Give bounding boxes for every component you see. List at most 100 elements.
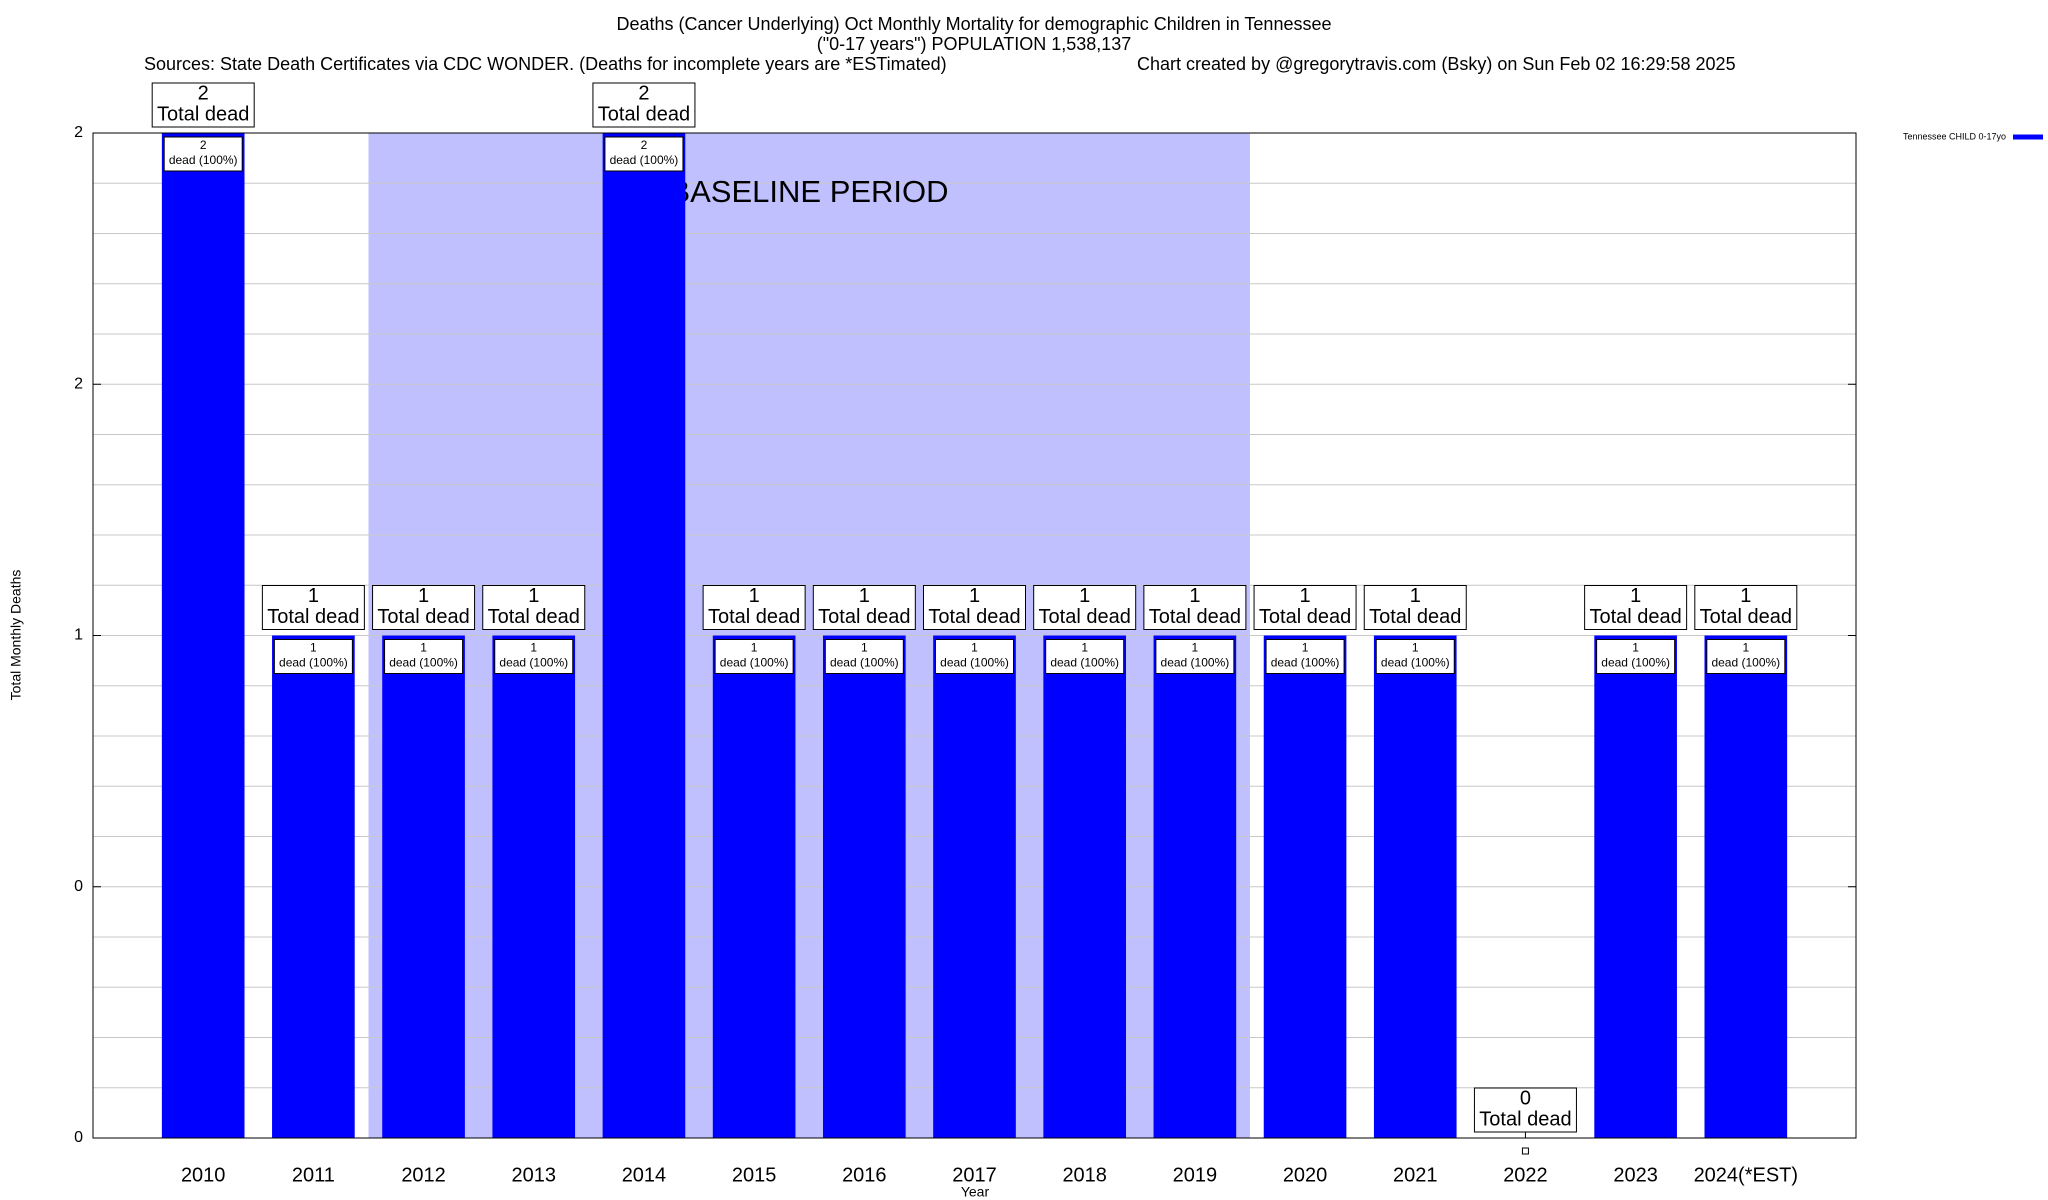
total-label-box (1363, 585, 1467, 630)
share-text-label: dead (100%) (279, 656, 348, 670)
share-label-box (494, 639, 574, 674)
total-text-label: Total dead (1149, 606, 1241, 628)
total-text-label: Total dead (488, 606, 580, 628)
total-text-label: Total dead (157, 103, 249, 125)
total-label-box (372, 585, 476, 630)
total-label-box (261, 585, 365, 630)
bar (1373, 635, 1457, 1138)
total-text-label: Total dead (598, 103, 690, 125)
total-text-label: Total dead (1700, 606, 1792, 628)
share-value-label: 1 (1632, 641, 1639, 655)
source-note: Sources: State Death Certificates via CD… (144, 54, 947, 74)
x-tick-label: 2010 (181, 1164, 226, 1186)
x-tick-label: 2019 (1173, 1164, 1218, 1186)
y-tick-label: 0 (74, 878, 83, 895)
total-value-label: 1 (418, 585, 429, 607)
total-value-label: 0 (1520, 1087, 1531, 1109)
x-tick-label: 2015 (732, 1164, 777, 1186)
share-value-label: 1 (751, 641, 758, 655)
share-text-label: dead (100%) (940, 656, 1009, 670)
total-label-box (1143, 585, 1247, 630)
x-tick-label: 2020 (1283, 1164, 1328, 1186)
share-value-label: 1 (971, 641, 978, 655)
bar (933, 635, 1016, 1138)
chart-subtitle: ("0-17 years") POPULATION 1,538,137 (817, 34, 1132, 54)
share-label-box (935, 639, 1014, 674)
share-text-label: dead (100%) (1050, 656, 1119, 670)
x-tick-label: 2021 (1393, 1164, 1438, 1186)
bar (1263, 635, 1347, 1138)
share-value-label: 1 (1742, 641, 1749, 655)
baseline-label: BASELINE PERIOD (669, 174, 948, 209)
total-label-box (482, 585, 586, 630)
total-label-box (923, 585, 1026, 630)
x-tick-label: 2018 (1062, 1164, 1107, 1186)
total-value-label: 1 (1300, 585, 1311, 607)
share-text-label: dead (100%) (1381, 656, 1450, 670)
bar (1704, 635, 1788, 1138)
total-text-label: Total dead (1369, 606, 1461, 628)
share-value-label: 1 (861, 641, 868, 655)
bar (1043, 635, 1127, 1138)
share-label-box (714, 639, 794, 674)
share-value-label: 1 (310, 641, 317, 655)
total-text-label: Total dead (1039, 606, 1131, 628)
total-value-label: 1 (1079, 585, 1090, 607)
share-value-label: 1 (1412, 641, 1419, 655)
share-value-label: 2 (641, 138, 648, 152)
total-value-label: 1 (1630, 585, 1641, 607)
share-label-box (1596, 639, 1676, 674)
total-value-label: 1 (1410, 585, 1421, 607)
share-label-box (163, 136, 243, 172)
total-text-label: Total dead (1479, 1108, 1571, 1130)
credit-note: Chart created by @gregorytravis.com (Bsk… (1137, 54, 1736, 74)
share-label-box (384, 639, 464, 674)
total-label-box (812, 585, 916, 630)
total-label-box (1694, 585, 1798, 630)
x-tick-label: 2013 (512, 1164, 557, 1186)
total-text-label: Total dead (1259, 606, 1351, 628)
bar (272, 635, 355, 1138)
total-value-label: 1 (749, 585, 760, 607)
total-value-label: 1 (308, 585, 319, 607)
share-value-label: 1 (1192, 641, 1199, 655)
x-tick-label: 2023 (1613, 1164, 1658, 1186)
share-label-box (1265, 639, 1345, 674)
share-text-label: dead (100%) (1271, 656, 1340, 670)
share-text-label: dead (100%) (1161, 656, 1230, 670)
total-text-label: Total dead (1589, 606, 1681, 628)
share-label-box (1045, 639, 1125, 674)
zero-marker (1521, 1147, 1529, 1155)
total-label-box (1033, 585, 1137, 630)
chart-title: Deaths (Cancer Underlying) Oct Monthly M… (617, 14, 1332, 34)
share-text-label: dead (100%) (610, 153, 679, 167)
share-text-label: dead (100%) (499, 656, 568, 670)
share-text-label: dead (100%) (720, 656, 789, 670)
total-value-label: 1 (859, 585, 870, 607)
share-text-label: dead (100%) (389, 656, 458, 670)
share-label-box (604, 136, 684, 172)
total-text-label: Total dead (377, 606, 469, 628)
total-text-label: Total dead (818, 606, 910, 628)
y-tick-label: 0 (74, 1129, 83, 1146)
x-tick-label: 2014 (622, 1164, 667, 1186)
bar (492, 635, 576, 1138)
share-text-label: dead (100%) (1601, 656, 1670, 670)
y-tick-label: 1 (74, 627, 83, 644)
legend-label: Tennessee CHILD 0-17yo (1903, 131, 2006, 141)
x-axis-label: Year (961, 1184, 990, 1200)
y-tick-label: 2 (74, 375, 83, 392)
total-value-label: 1 (969, 585, 980, 607)
total-value-label: 1 (1189, 585, 1200, 607)
bar (1153, 635, 1237, 1138)
total-label-box (1584, 585, 1688, 630)
total-label-box (1253, 585, 1357, 630)
y-axis-label: Total Monthly Deaths (8, 570, 24, 701)
x-tick-label: 2012 (401, 1164, 446, 1186)
x-tick-label: 2016 (842, 1164, 887, 1186)
total-text-label: Total dead (708, 606, 800, 628)
bar (712, 635, 796, 1138)
total-value-label: 1 (1740, 585, 1751, 607)
